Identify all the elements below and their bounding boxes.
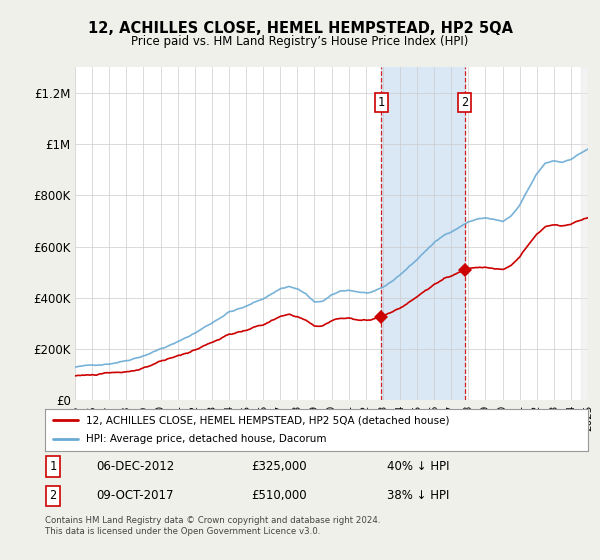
Text: 38% ↓ HPI: 38% ↓ HPI	[387, 489, 449, 502]
Text: 09-OCT-2017: 09-OCT-2017	[97, 489, 174, 502]
Text: Price paid vs. HM Land Registry’s House Price Index (HPI): Price paid vs. HM Land Registry’s House …	[131, 35, 469, 48]
Text: 1: 1	[378, 96, 385, 109]
Bar	[382, 67, 464, 400]
Text: £325,000: £325,000	[251, 460, 307, 473]
Text: 2: 2	[50, 489, 57, 502]
Bar	[581, 67, 588, 400]
Text: 06-DEC-2012: 06-DEC-2012	[97, 460, 175, 473]
Text: 1: 1	[50, 460, 57, 473]
Text: Contains HM Land Registry data © Crown copyright and database right 2024.
This d: Contains HM Land Registry data © Crown c…	[45, 516, 380, 536]
Text: 12, ACHILLES CLOSE, HEMEL HEMPSTEAD, HP2 5QA (detached house): 12, ACHILLES CLOSE, HEMEL HEMPSTEAD, HP2…	[86, 415, 449, 425]
Text: 2: 2	[461, 96, 468, 109]
Text: £510,000: £510,000	[251, 489, 307, 502]
Text: HPI: Average price, detached house, Dacorum: HPI: Average price, detached house, Daco…	[86, 435, 326, 445]
Text: 12, ACHILLES CLOSE, HEMEL HEMPSTEAD, HP2 5QA: 12, ACHILLES CLOSE, HEMEL HEMPSTEAD, HP2…	[88, 21, 512, 36]
Text: 40% ↓ HPI: 40% ↓ HPI	[387, 460, 449, 473]
